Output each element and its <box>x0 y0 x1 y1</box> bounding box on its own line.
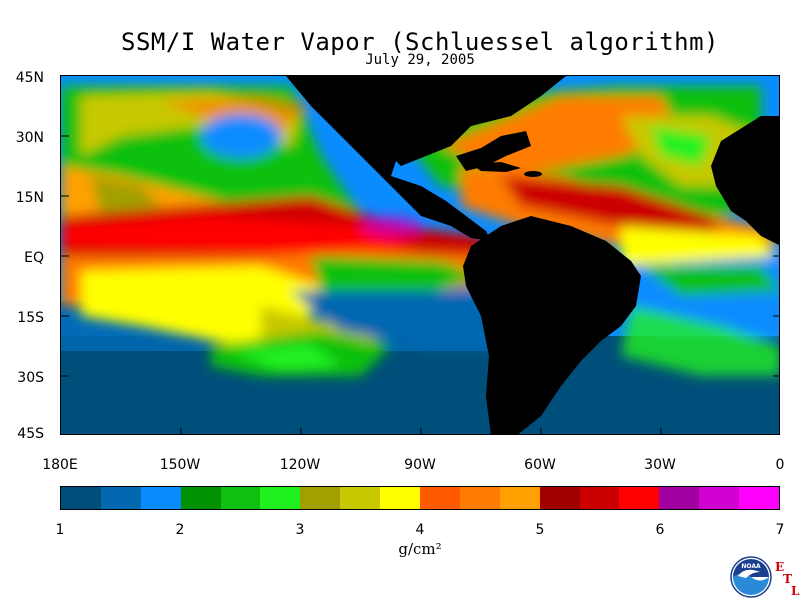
etl-letter-e: E <box>775 560 785 574</box>
colorbar-tick-1: 1 <box>55 522 65 538</box>
lon-label-0: 0 <box>775 457 785 473</box>
hispaniola <box>524 171 542 177</box>
colorbar-swatch-18 <box>739 487 780 509</box>
map-grid-ticks <box>61 135 779 434</box>
noaa-logo: NOAA <box>730 556 772 598</box>
africa <box>711 116 779 245</box>
lat-label-15s: 15S <box>17 310 44 326</box>
water-vapor-map <box>60 75 780 435</box>
color-scale-bar <box>60 486 780 510</box>
map-svg <box>61 76 779 434</box>
lat-label-eq: EQ <box>24 250 44 266</box>
vapor-field <box>61 86 779 376</box>
noaa-logo-text: NOAA <box>741 563 761 570</box>
colorbar-swatch-2 <box>100 487 141 509</box>
colorbar-tick-6: 6 <box>655 522 665 538</box>
florida-gulf-coast <box>456 131 531 171</box>
lat-label-45n: 45N <box>15 70 44 86</box>
colorbar-swatch-9 <box>380 487 421 509</box>
colorbar-swatch-15 <box>619 487 660 509</box>
colorbar-tick-4: 4 <box>415 522 425 538</box>
colorbar-swatch-7 <box>300 487 341 509</box>
colorbar-tick-3: 3 <box>295 522 305 538</box>
colorbar-swatch-17 <box>699 487 740 509</box>
lat-label-30s: 30S <box>17 370 44 386</box>
lon-label-90w: 90W <box>404 457 436 473</box>
colorbar-tick-5: 5 <box>535 522 545 538</box>
colorbar-swatch-4 <box>180 487 221 509</box>
colorbar-swatch-13 <box>539 487 580 509</box>
lon-label-120w: 120W <box>279 457 321 473</box>
colorbar-swatch-11 <box>459 487 500 509</box>
south-america <box>463 216 641 434</box>
colorbar-units: g/cm² <box>398 540 442 558</box>
north-america <box>286 76 566 241</box>
lon-label-150w: 150W <box>159 457 201 473</box>
map-date: July 29, 2005 <box>365 52 475 68</box>
colorbar-swatch-3 <box>140 487 181 509</box>
colorbar-swatch-6 <box>260 487 301 509</box>
lon-label-60w: 60W <box>524 457 556 473</box>
colorbar-swatch-5 <box>220 487 261 509</box>
land-masses <box>286 76 779 434</box>
lat-label-45s: 45S <box>17 426 44 442</box>
lon-label-180e: 180E <box>42 457 78 473</box>
colorbar-swatch-16 <box>659 487 700 509</box>
colorbar-swatch-10 <box>420 487 460 509</box>
lon-label-30w: 30W <box>644 457 676 473</box>
colorbar-swatch-12 <box>499 487 540 509</box>
colorbar-swatch-8 <box>340 487 381 509</box>
lat-label-15n: 15N <box>15 190 44 206</box>
cuba <box>471 162 521 172</box>
colorbar-tick-2: 2 <box>175 522 185 538</box>
colorbar-tick-7: 7 <box>775 522 785 538</box>
etl-letter-l: L <box>791 584 800 598</box>
colorbar-swatch-1 <box>61 487 101 509</box>
map-title: SSM/I Water Vapor (Schluessel algorithm) <box>121 28 719 56</box>
etl-letter-t: T <box>783 572 792 586</box>
colorbar-swatch-14 <box>579 487 620 509</box>
lat-label-30n: 30N <box>15 130 44 146</box>
